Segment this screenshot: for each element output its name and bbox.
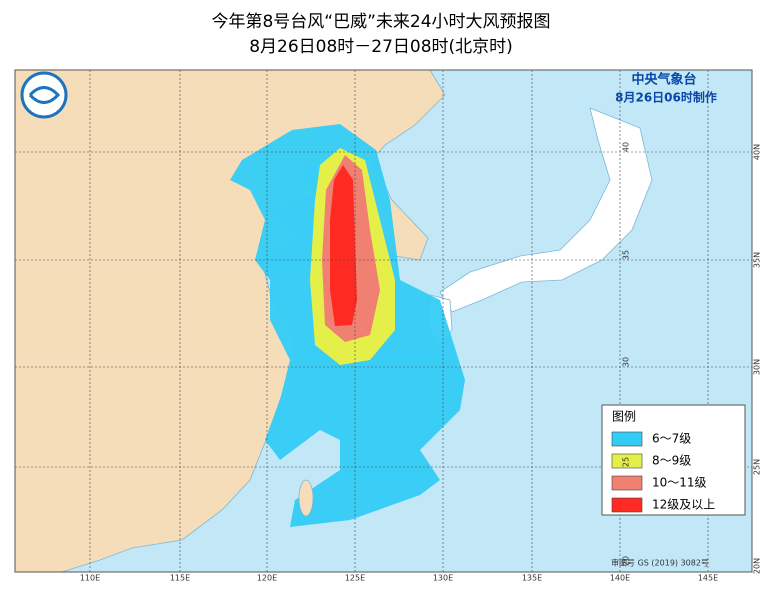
legend-label: 6～7级 <box>652 432 691 446</box>
issued: 8月26日06时制作 <box>615 90 717 105</box>
lon-label: 145E <box>698 574 718 583</box>
lat-label: 30N <box>753 359 762 375</box>
lon-label: 120E <box>257 574 277 583</box>
subtitle: 8月26日08时－27日08时(北京时) <box>249 37 513 57</box>
legend-label: 12级及以上 <box>652 498 715 512</box>
lon-label: 115E <box>170 574 190 583</box>
lon-label: 110E <box>80 574 100 583</box>
lon-label: 140E <box>610 574 630 583</box>
legend-label: 10～11级 <box>652 476 707 490</box>
map-frame <box>14 69 753 573</box>
inner-lat-label: 30 <box>622 357 631 367</box>
japan <box>439 107 653 313</box>
legend-label: 8～9级 <box>652 454 691 468</box>
approval: 审图号 GS (2019) 3082号 <box>611 558 709 568</box>
map <box>14 69 753 573</box>
legend-swatch <box>611 431 643 447</box>
lat-label: 35N <box>753 252 762 268</box>
lon-label: 125E <box>345 574 365 583</box>
legend-swatch <box>611 497 643 513</box>
legend-title: 图例 <box>612 410 636 424</box>
legend-swatch <box>611 453 643 469</box>
graticule <box>15 70 752 572</box>
inner-lat-label: 25 <box>622 457 631 467</box>
inner-lat-label: 40 <box>622 142 631 152</box>
legend-swatch <box>611 475 643 491</box>
legend: 图例 6～7级 8～9级 10～11级 12级及以上 <box>601 404 746 516</box>
lon-label: 130E <box>433 574 453 583</box>
inner-lat-label: 35 <box>622 250 631 260</box>
lat-label: 40N <box>753 144 762 160</box>
lat-label: 20N <box>753 558 762 574</box>
wind-12 <box>330 165 357 326</box>
lat-label: 25N <box>753 459 762 475</box>
inner-lat-label: 20 <box>622 556 631 566</box>
taiwan <box>298 479 314 517</box>
logo <box>20 71 68 119</box>
agency: 中央气象台 <box>631 72 696 88</box>
lon-label: 135E <box>522 574 542 583</box>
title: 今年第8号台风“巴威”未来24小时大风预报图 <box>211 12 550 32</box>
